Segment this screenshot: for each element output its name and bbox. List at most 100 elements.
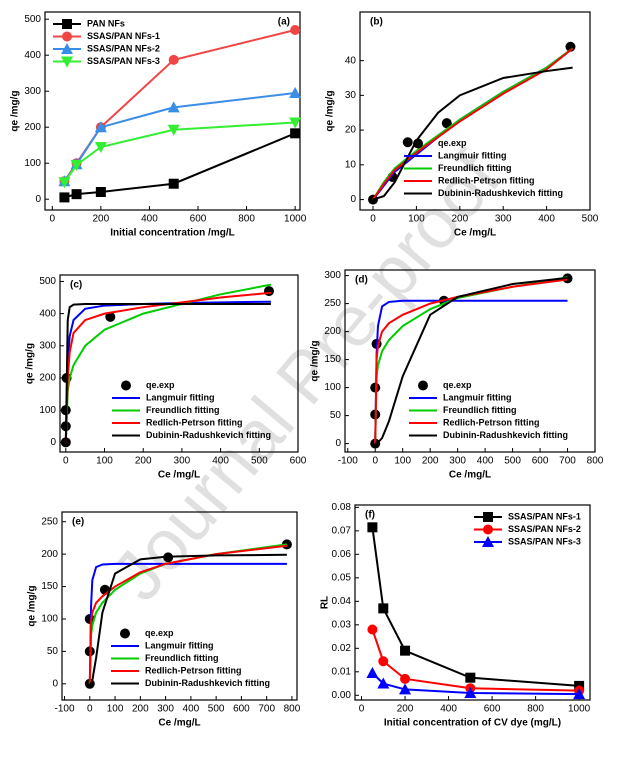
- legend-label: SSAS/PAN NFs-1: [508, 511, 581, 521]
- legend-marker: [482, 536, 494, 547]
- x-tick-label: 300: [495, 214, 512, 225]
- x-tick-label: -100: [338, 456, 358, 467]
- series-line: [89, 553, 287, 685]
- legend-marker: [483, 512, 493, 522]
- x-tick-label: 200: [422, 456, 439, 467]
- x-tick-label: 400: [477, 456, 494, 467]
- series-line: [64, 302, 271, 443]
- x-tick-label: 0: [50, 214, 56, 225]
- marker: [367, 522, 378, 533]
- x-tick-label: 300: [449, 456, 466, 467]
- x-tick-label: 800: [587, 456, 604, 467]
- legend-marker: [418, 380, 428, 391]
- marker: [400, 645, 411, 656]
- x-tick-label: 700: [258, 704, 275, 715]
- x-tick-label: 200: [451, 214, 468, 225]
- legend-label: SSAS/PAN NFs-3: [508, 536, 581, 546]
- series-line: [371, 527, 580, 687]
- x-tick-label: 0: [370, 214, 376, 225]
- y-tick-label: 50: [330, 410, 342, 421]
- legend-label: qe.exp: [145, 628, 174, 638]
- legend-label: SSAS/PAN NFs-3: [87, 56, 160, 66]
- legend-marker: [120, 628, 130, 639]
- plot-frame: [344, 269, 596, 453]
- series-line: [63, 92, 296, 182]
- x-tick-label: 500: [208, 704, 225, 715]
- x-tick-label: 200: [132, 704, 149, 715]
- marker: [105, 311, 116, 322]
- x-tick-label: 600: [233, 704, 250, 715]
- x-tick-label: 600: [532, 456, 549, 467]
- legend-marker: [62, 31, 72, 42]
- x-tick-label: 100: [107, 704, 124, 715]
- legend-label: SSAS/PAN NFs-1: [87, 31, 160, 41]
- x-tick-label: 600: [190, 214, 207, 225]
- legend-label: Langmuir fitting: [145, 640, 214, 650]
- marker: [290, 25, 301, 35]
- y-tick-label: 300: [24, 86, 41, 97]
- y-tick-label: 150: [41, 581, 58, 592]
- series-line: [375, 276, 568, 445]
- legend-label: Dubinin-Radushkevich fitting: [443, 430, 568, 440]
- y-tick-label: 100: [39, 405, 56, 416]
- x-tick-label: 100: [408, 214, 425, 225]
- series-line: [372, 66, 573, 201]
- x-axis-label: Initial concentration /mg/L: [110, 228, 234, 239]
- x-tick-label: -100: [55, 704, 75, 715]
- y-tick-label: 300: [324, 270, 341, 281]
- y-tick-label: 0.05: [332, 572, 352, 583]
- legend-label: qe.exp: [438, 138, 467, 148]
- y-tick-label: 100: [324, 382, 341, 393]
- x-tick-label: 500: [504, 456, 521, 467]
- series-line: [372, 47, 574, 201]
- x-axis-label: Ce /mg/L: [449, 470, 491, 481]
- y-tick-label: 300: [39, 340, 56, 351]
- plot-frame: [44, 11, 301, 211]
- y-tick-label: 200: [39, 373, 56, 384]
- marker: [399, 683, 412, 695]
- legend-marker: [413, 138, 423, 149]
- y-axis-label: qe /mg/g: [27, 585, 38, 626]
- legend-marker: [121, 380, 131, 391]
- y-tick-label: 400: [24, 50, 41, 61]
- x-tick-label: 800: [527, 704, 544, 715]
- y-tick-label: 0: [350, 194, 356, 205]
- plot-frame: [59, 274, 299, 453]
- x-tick-label: 100: [394, 456, 411, 467]
- annotation: (a): [278, 17, 290, 28]
- marker: [441, 118, 452, 129]
- plot-frame: [359, 11, 591, 211]
- legend-label: Redlich-Petrson fitting: [438, 175, 535, 185]
- marker: [94, 142, 107, 153]
- y-axis-label: qe /mg/g: [10, 90, 21, 131]
- annotation: (b): [370, 17, 383, 28]
- y-tick-label: 0.00: [332, 690, 352, 701]
- marker: [402, 137, 413, 148]
- y-tick-label: 0.02: [332, 643, 352, 654]
- x-tick-label: 1000: [284, 214, 307, 225]
- x-tick-label: 600: [290, 456, 307, 467]
- legend-label: SSAS/PAN NFs-2: [87, 43, 160, 53]
- marker: [167, 124, 180, 136]
- x-tick-label: 0: [359, 704, 365, 715]
- y-tick-label: 100: [24, 158, 41, 169]
- marker: [573, 688, 586, 700]
- x-tick-label: 200: [397, 704, 414, 715]
- plot-frame: [354, 504, 591, 701]
- legend-label: Freundlich fitting: [145, 653, 219, 663]
- annotation: (f): [365, 510, 375, 521]
- x-tick-label: 400: [183, 704, 200, 715]
- marker: [378, 656, 389, 667]
- series-line: [88, 562, 287, 684]
- y-tick-label: 0: [335, 438, 341, 449]
- x-tick-label: 800: [284, 704, 301, 715]
- y-tick-label: 40: [345, 55, 357, 66]
- marker: [289, 87, 302, 98]
- x-axis-label: Ce /mg/L: [454, 228, 496, 239]
- y-axis-label: qe /mg/g: [325, 90, 336, 131]
- x-tick-label: 400: [440, 704, 457, 715]
- y-tick-label: 50: [47, 646, 59, 657]
- legend-marker: [61, 56, 73, 68]
- marker: [59, 192, 70, 203]
